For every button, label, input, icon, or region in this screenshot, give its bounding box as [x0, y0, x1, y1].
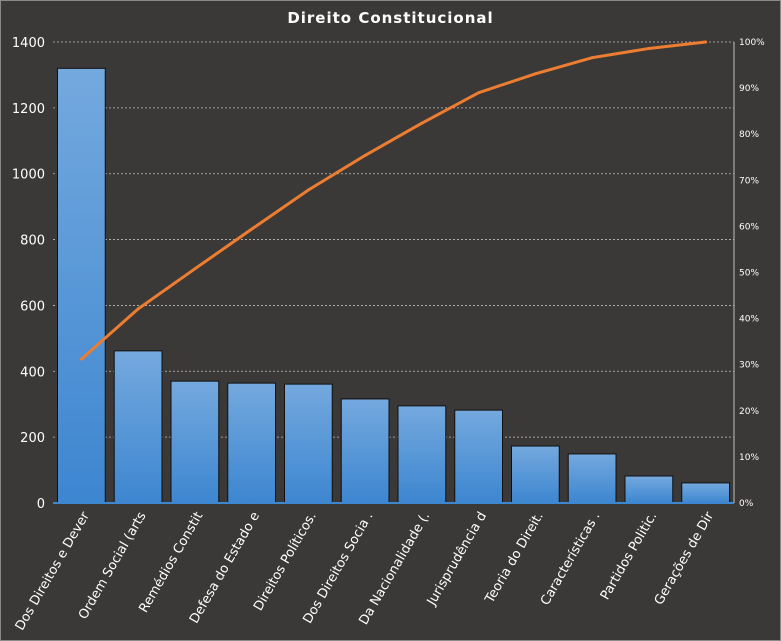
cumulative-point	[79, 357, 83, 361]
x-tick-label: Características .	[538, 510, 604, 609]
y2-tick-label: 0%	[739, 499, 754, 509]
bar	[567, 453, 617, 504]
x-tick-label: Direitos Políticos.	[251, 510, 320, 614]
cumulative-point	[193, 267, 197, 271]
cumulative-point	[363, 153, 367, 157]
y2-tick-label: 10%	[739, 453, 759, 463]
y2-tick-label: 30%	[739, 361, 759, 371]
y-tick-label: 1400	[12, 36, 45, 51]
bar	[340, 398, 390, 504]
bar	[170, 380, 220, 504]
y-tick-label: 0	[37, 497, 45, 512]
y2-tick-label: 80%	[739, 130, 759, 140]
cumulative-point	[420, 121, 424, 125]
bar	[454, 409, 503, 504]
cumulative-point	[590, 56, 594, 60]
x-tick-label: Partidos Politic.	[598, 510, 660, 603]
y-tick-label: 1200	[12, 102, 45, 117]
bar	[681, 482, 730, 504]
x-tick-label: Remédios Constit	[137, 510, 207, 616]
y2-tick-label: 20%	[739, 407, 759, 417]
bar	[511, 445, 560, 504]
x-tick-label: Gerações de Dir	[652, 509, 718, 608]
bar	[284, 383, 333, 504]
cumulative-point	[704, 40, 708, 44]
cumulative-point	[647, 46, 651, 50]
x-tick-label: Teoria do Direit.	[482, 510, 547, 607]
y2-tick-label: 100%	[739, 38, 765, 48]
y2-tick-label: 60%	[739, 222, 759, 232]
y-tick-label: 800	[20, 234, 45, 249]
cumulative-point	[533, 72, 537, 76]
x-tick-label: Jurisprudência d	[424, 510, 490, 610]
cumulative-line	[80, 40, 706, 361]
cumulative-point	[136, 307, 140, 311]
y-tick-label: 400	[20, 365, 45, 380]
bar	[624, 475, 674, 504]
y-tick-label: 1000	[12, 168, 45, 183]
y2-tick-label: 50%	[739, 269, 759, 279]
y2-tick-label: 70%	[739, 176, 759, 186]
cumulative-point	[306, 188, 310, 192]
bar	[397, 405, 447, 504]
bar	[113, 350, 163, 504]
y2-tick-label: 40%	[739, 315, 759, 325]
bar	[227, 382, 276, 504]
cumulative-point	[477, 91, 481, 95]
y2-tick-label: 90%	[739, 84, 759, 94]
y-tick-label: 600	[20, 299, 45, 314]
cumulative-point	[250, 227, 254, 231]
bar	[57, 67, 106, 504]
y-tick-label: 200	[20, 431, 45, 446]
chart-title: Direito Constitucional	[287, 9, 494, 27]
